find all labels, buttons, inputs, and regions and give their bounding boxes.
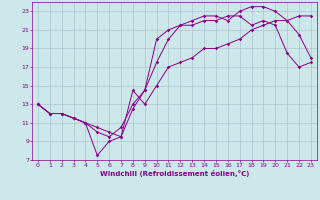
X-axis label: Windchill (Refroidissement éolien,°C): Windchill (Refroidissement éolien,°C) [100,170,249,177]
